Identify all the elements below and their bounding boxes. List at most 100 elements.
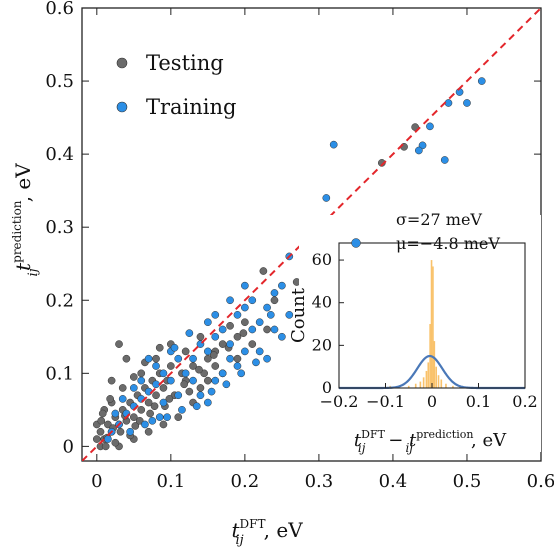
sigma-annotation: σ=27 meV [396, 210, 482, 229]
testing-point [174, 413, 183, 422]
inset-x-label: tDFT ij − tprediction ij, eV [354, 428, 507, 455]
inset-x-label-unit: , eV [471, 430, 507, 451]
training-point [118, 395, 127, 403]
training-point [266, 311, 275, 319]
testing-point [96, 427, 105, 436]
training-point [137, 376, 146, 385]
training-point [285, 311, 294, 319]
training-point [226, 340, 234, 348]
histogram-bar [425, 370, 428, 388]
inset-marker [351, 238, 361, 248]
histogram-bar [433, 341, 436, 388]
testing-point [185, 387, 194, 396]
testing-point [98, 409, 107, 418]
histogram-bar [430, 260, 433, 388]
inset-x-label-minus: − [382, 430, 409, 451]
legend: Testing Training [116, 51, 237, 119]
testing-point [152, 391, 160, 400]
training-point [278, 281, 286, 290]
training-point [111, 409, 120, 418]
training-point [248, 296, 257, 305]
training-point [204, 318, 212, 327]
legend-label-training: Training [146, 95, 237, 119]
testing-point [111, 438, 120, 447]
training-point [218, 369, 227, 378]
testing-point [144, 398, 153, 407]
testing-point [159, 420, 168, 429]
testing-point [233, 354, 242, 363]
histogram-bar [422, 377, 425, 388]
training-point [211, 311, 220, 319]
inset-x-label-main1: t [354, 430, 362, 451]
training-point [159, 369, 168, 378]
testing-point [263, 325, 271, 334]
testing-point [241, 318, 249, 327]
testing-point [129, 413, 138, 422]
histogram-bar [435, 366, 437, 388]
training-point [255, 318, 264, 327]
testing-point [131, 422, 140, 430]
y-tick-label: 0 [63, 436, 74, 457]
testing-point [211, 362, 220, 370]
main-scatter-plot: 0 0.1 0.2 0.3 0.4 0.5 0.600.10.20.30.40.50.6tD… [10, 0, 554, 548]
x-label-sub: ij [235, 533, 243, 548]
training-point [226, 354, 234, 363]
training-point [204, 398, 212, 407]
inset-x-label-sub2: ij [405, 441, 413, 455]
testing-point [118, 384, 127, 392]
y-label-unit: , eV [11, 163, 35, 203]
training-point [170, 343, 179, 352]
training-point [211, 332, 220, 341]
testing-point [270, 296, 279, 305]
inset-histogram: −0.2 −0.1 0 0.1 0.2 0 20 40 60 σ=27 meV μ=−4.8 meV… [288, 210, 541, 455]
training-point [185, 329, 194, 337]
testing-point [135, 416, 144, 425]
testing-point [200, 369, 209, 378]
y-axis-label-group: tpredictionij , eV [10, 163, 41, 277]
testing-point [129, 373, 138, 381]
training-point [189, 354, 197, 363]
x-tick-label: 0.2 [231, 471, 260, 492]
y-tick-label: 0.2 [45, 290, 74, 311]
y-tick-label: 0.5 [45, 71, 74, 92]
y-tick-label: 0.6 [45, 0, 74, 19]
testing-point [166, 362, 175, 370]
x-label-unit: , eV [264, 518, 304, 542]
training-point [241, 347, 249, 356]
training-point [181, 369, 190, 378]
y-axis-label: tpredictionij , eV [10, 163, 41, 277]
training-point [263, 354, 271, 363]
x-tick-label: 0 [91, 471, 102, 492]
x-tick-label: 0.5 [453, 471, 482, 492]
training-point [211, 376, 220, 385]
inset-y-tick-label: 40 [312, 293, 332, 312]
inset-x-label-main2: t [409, 430, 417, 451]
testing-point [226, 321, 234, 330]
training-point [129, 384, 138, 392]
training-point [440, 156, 449, 164]
training-point [241, 281, 249, 290]
training-point [189, 376, 197, 385]
testing-point [204, 376, 212, 385]
training-point [166, 376, 175, 385]
histogram-bar [419, 381, 422, 388]
histogram-bar [452, 385, 454, 388]
testing-point [209, 351, 218, 359]
x-tick-label: 0.6 [527, 471, 554, 492]
testing-point [152, 354, 160, 363]
training-point [252, 358, 260, 367]
x-axis-label: tDFT ij , eV [231, 517, 303, 548]
training-point [163, 413, 171, 422]
points-group [82, 8, 541, 461]
training-point [148, 416, 157, 425]
histogram-bar [427, 362, 430, 388]
training-point [141, 420, 149, 429]
testing-point [101, 442, 110, 451]
training-point [159, 398, 168, 407]
testing-point [106, 395, 114, 403]
histogram-bar [445, 383, 447, 388]
testing-point [116, 427, 125, 436]
testing-point [137, 406, 146, 414]
testing-point [137, 369, 146, 378]
testing-point [107, 376, 116, 385]
